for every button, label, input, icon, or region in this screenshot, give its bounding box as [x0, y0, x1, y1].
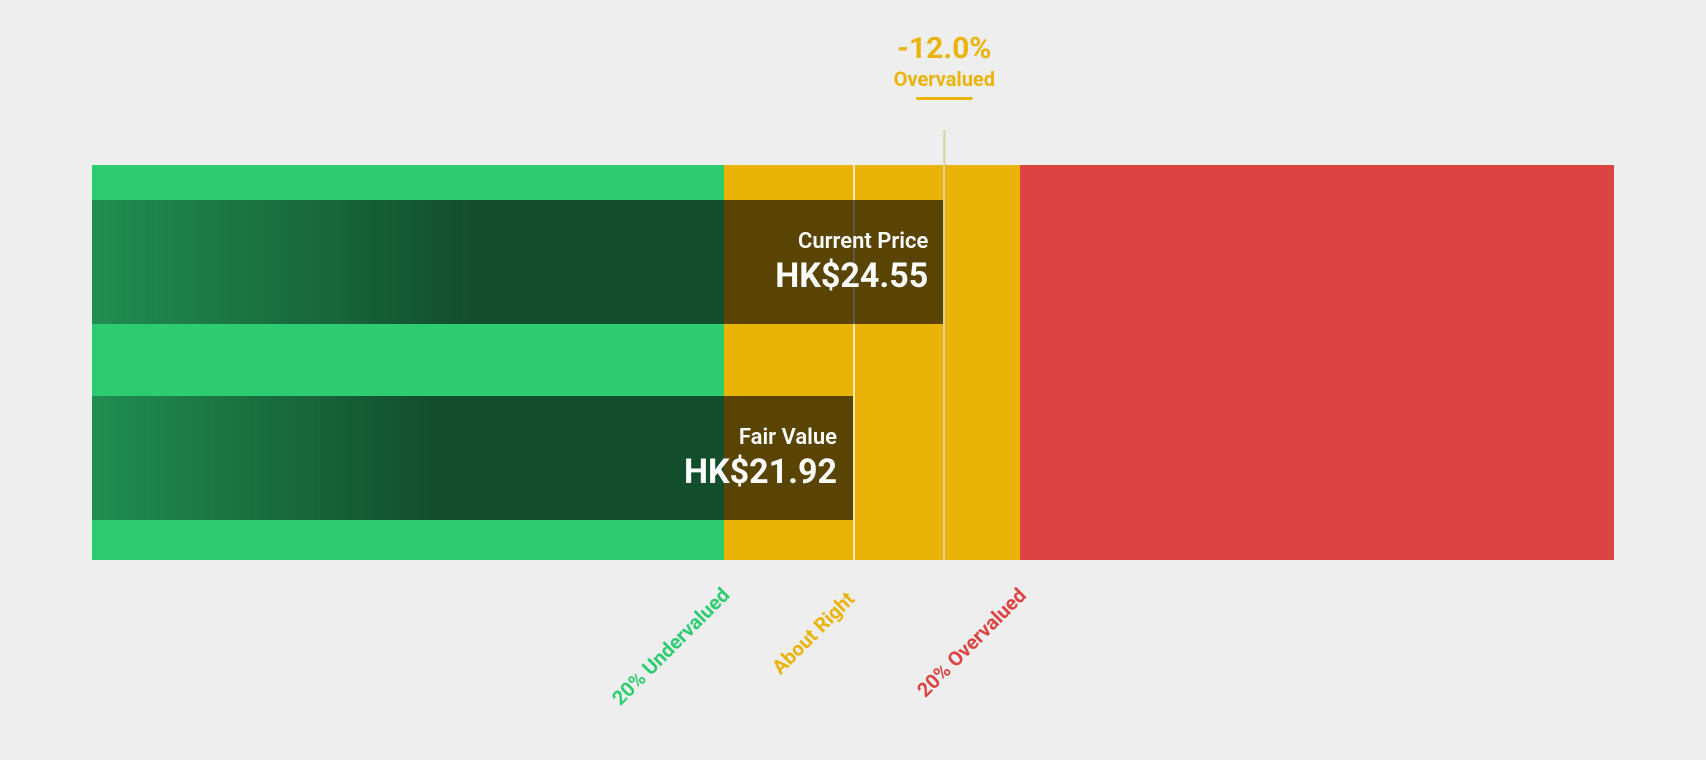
- valuation-callout: -12.0% Overvalued: [894, 32, 995, 100]
- callout-stem: [943, 130, 945, 165]
- axis-label-undervalued: 20% Undervalued: [607, 582, 734, 709]
- current-price-label: Current Price: [775, 229, 928, 254]
- callout-label: Overvalued: [894, 67, 995, 91]
- current-price-bar: Current Price HK$24.55: [92, 200, 944, 324]
- axis-label-about-right: About Right: [767, 586, 859, 678]
- fair-value-label: Fair Value: [684, 425, 837, 450]
- callout-underline: [916, 97, 972, 100]
- fair-value-bar: Fair Value HK$21.92: [92, 396, 853, 520]
- callout-percent: -12.0%: [894, 32, 995, 65]
- current-price-text: Current Price HK$24.55: [775, 229, 928, 296]
- current-price-marker: [943, 165, 945, 560]
- fair-value-value: HK$21.92: [684, 452, 837, 492]
- zone-overvalued: [1020, 165, 1614, 560]
- current-price-value: HK$24.55: [775, 256, 928, 296]
- fair-value-text: Fair Value HK$21.92: [684, 425, 837, 492]
- axis-label-overvalued: 20% Overvalued: [912, 583, 1031, 702]
